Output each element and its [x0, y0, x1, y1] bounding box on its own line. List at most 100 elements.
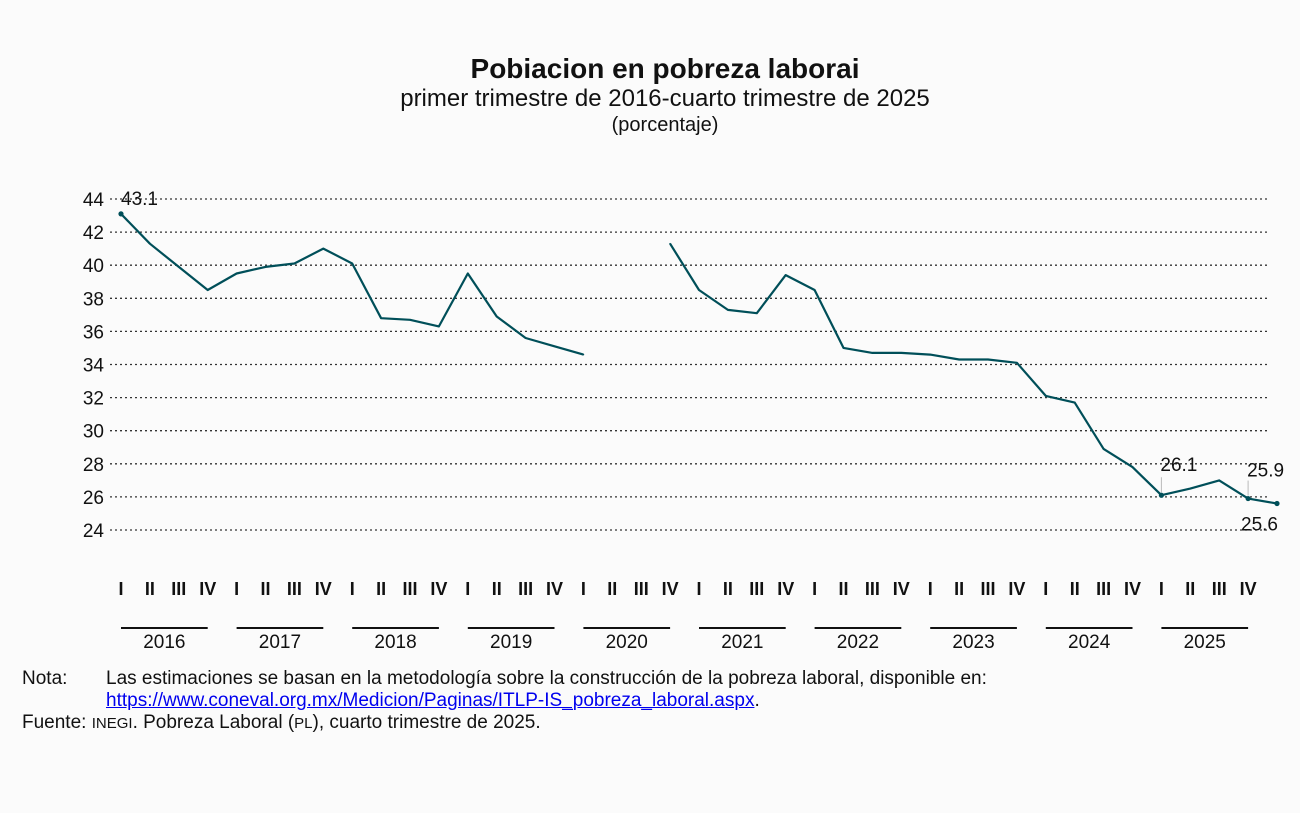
- data-point: [206, 289, 209, 291]
- y-tick-label: 36: [83, 322, 104, 343]
- note-row: Nota: Las estimaciones se basan en la me…: [22, 668, 1292, 690]
- quarter-label: II: [492, 579, 502, 599]
- quarter-label: II: [145, 579, 155, 599]
- year-label: 2021: [721, 632, 763, 653]
- quarter-label: II: [723, 579, 733, 599]
- quarter-label: III: [518, 579, 533, 599]
- year-label: 2016: [143, 632, 185, 653]
- quarter-label: IV: [893, 579, 910, 599]
- quarter-label: III: [1212, 579, 1227, 599]
- quarter-label: I: [350, 579, 355, 599]
- source-row: Fuente: INEGI. Pobreza Laboral (PL), cua…: [22, 712, 1292, 735]
- quarter-label: IV: [662, 579, 679, 599]
- data-label: 26.1: [1160, 455, 1197, 476]
- note-end: .: [754, 690, 760, 711]
- quarter-label: II: [838, 579, 848, 599]
- source-text-2: ), cuarto trimestre de 2025.: [312, 712, 541, 733]
- chart-header: Pobiacion en pobreza laborai primer trim…: [0, 52, 1300, 138]
- chart-notes: Nota: Las estimaciones se basan en la me…: [22, 668, 1292, 735]
- note-label: Nota:: [22, 668, 68, 689]
- year-label: 2019: [490, 632, 532, 653]
- data-point: [264, 266, 267, 268]
- data-point: [582, 353, 585, 356]
- chart-title: Pobiacion en pobreza laborai: [470, 53, 860, 84]
- data-point: [1158, 492, 1164, 498]
- year-label: 2020: [606, 632, 648, 653]
- year-label: 2025: [1184, 632, 1226, 653]
- data-point: [1218, 479, 1220, 482]
- y-tick-label: 44: [83, 190, 105, 211]
- quarter-label: I: [812, 579, 817, 599]
- quarter-label: II: [607, 579, 617, 599]
- quarter-label: III: [980, 579, 995, 599]
- data-point: [149, 242, 151, 245]
- data-point: [756, 312, 758, 314]
- quarter-label: II: [1070, 579, 1080, 599]
- source-text-1: . Pobreza Laboral (: [132, 712, 295, 733]
- data-point: [1016, 362, 1018, 364]
- source-abbr: PL: [294, 715, 313, 732]
- quarter-label: III: [402, 579, 417, 599]
- y-tick-label: 42: [83, 223, 104, 244]
- quarter-label: I: [465, 579, 470, 599]
- data-point: [698, 289, 700, 291]
- quarter-label: III: [171, 579, 186, 599]
- quarter-label: III: [749, 579, 764, 599]
- quarter-label: II: [376, 579, 386, 599]
- quarter-label: II: [1185, 579, 1195, 599]
- data-point: [438, 325, 440, 328]
- quarter-label: IV: [430, 579, 447, 599]
- y-tick-label: 24: [83, 521, 105, 542]
- data-label: 43.1: [121, 189, 158, 210]
- data-point: [409, 319, 411, 321]
- year-label: 2022: [837, 632, 879, 653]
- data-point: [380, 317, 382, 319]
- data-point: [235, 272, 238, 275]
- data-point: [1131, 466, 1134, 468]
- quarter-label: III: [865, 579, 880, 599]
- quarter-label: IV: [1124, 579, 1141, 599]
- quarter-label: III: [1096, 579, 1111, 599]
- data-point: [1274, 500, 1280, 507]
- chart-units: (porcentaje): [611, 114, 719, 136]
- note-link-row: https://www.coneval.org.mx/Medicion/Pagi…: [22, 690, 1292, 712]
- data-point: [118, 211, 124, 217]
- data-point: [1102, 448, 1105, 450]
- quarter-label: IV: [777, 579, 794, 599]
- quarter-label: IV: [546, 579, 563, 599]
- quarter-label: I: [581, 579, 586, 599]
- quarter-label: IV: [315, 579, 332, 599]
- data-label: 25.6: [1241, 515, 1278, 536]
- methodology-link[interactable]: https://www.coneval.org.mx/Medicion/Pagi…: [106, 690, 755, 711]
- quarter-label: I: [1159, 579, 1164, 599]
- quarter-label: I: [696, 579, 701, 599]
- quarter-label: II: [954, 579, 964, 599]
- data-point: [495, 315, 498, 318]
- y-tick-label: 34: [83, 356, 105, 377]
- data-label: 25.9: [1247, 461, 1284, 482]
- source-org: INEGI: [91, 715, 133, 732]
- year-label: 2018: [374, 632, 416, 653]
- year-label: 2024: [1068, 632, 1111, 653]
- data-point: [784, 274, 787, 276]
- quarter-label: III: [287, 579, 302, 599]
- data-point: [293, 262, 296, 265]
- y-tick-label: 28: [83, 455, 104, 476]
- data-point: [553, 345, 556, 348]
- data-point: [842, 347, 845, 349]
- note-text: Las estimaciones se basan en la metodolo…: [106, 668, 987, 689]
- quarter-label: III: [634, 579, 649, 599]
- data-point: [958, 358, 960, 361]
- data-point: [1073, 401, 1076, 404]
- chart-subtitle: primer trimestre de 2016-cuarto trimestr…: [400, 85, 930, 112]
- data-point: [987, 358, 989, 361]
- data-point: [929, 353, 931, 356]
- series-line: [120, 213, 1278, 505]
- data-point: [178, 266, 180, 268]
- quarter-label: I: [928, 579, 933, 599]
- quarter-label: II: [260, 579, 270, 599]
- data-point: [900, 352, 903, 354]
- y-tick-label: 26: [83, 488, 104, 509]
- data-point: [1245, 495, 1251, 502]
